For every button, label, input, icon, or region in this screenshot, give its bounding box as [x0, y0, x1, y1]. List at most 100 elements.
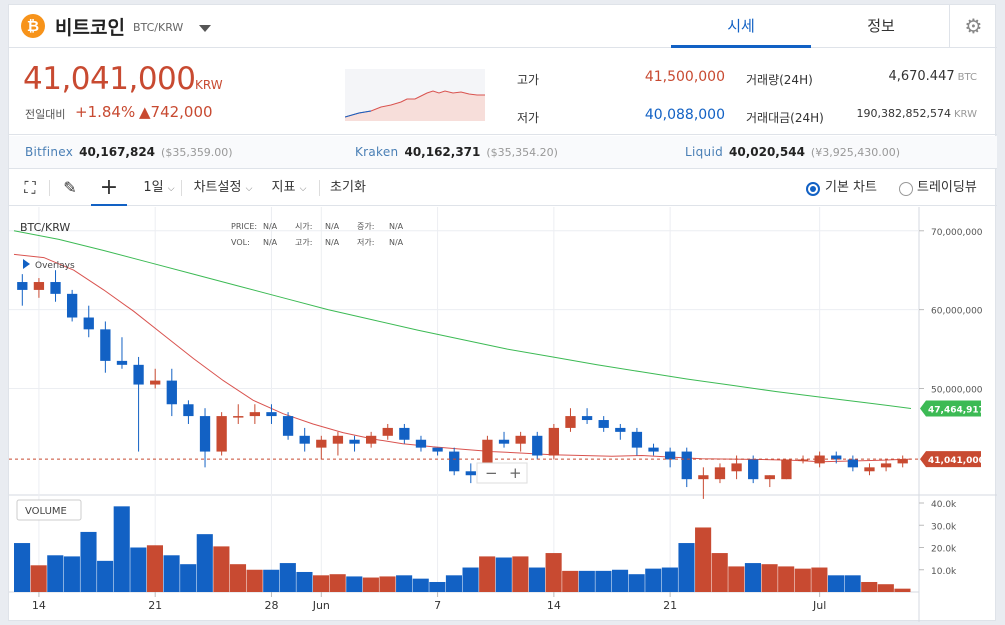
volume-label-box	[16, 499, 82, 521]
volume-bar	[196, 534, 213, 592]
chevron-down-icon[interactable]	[199, 25, 211, 32]
zoom-out-button[interactable]: −	[485, 464, 498, 482]
candle-body	[498, 439, 510, 444]
candle-body	[432, 447, 443, 452]
candle-body	[797, 459, 809, 461]
volume-bar	[794, 568, 811, 592]
volume-bar	[113, 506, 130, 592]
candle-body	[50, 282, 61, 294]
candle-body	[183, 404, 194, 417]
candle-body	[631, 431, 643, 448]
candlestick-chart[interactable]: 70,000,000 60,000,000 50,000,000 40.0k 30.0…	[9, 207, 997, 622]
coin-pair[interactable]: BTC/KRW	[133, 21, 184, 34]
candle-body	[382, 427, 393, 436]
volume-bar	[445, 575, 462, 592]
candle-body	[233, 416, 244, 418]
basic-chart-label[interactable]: 기본 차트	[825, 180, 877, 195]
volume-tick-label: 20.0k	[931, 545, 957, 555]
volume-bar	[711, 553, 728, 592]
candle-body	[581, 416, 593, 421]
price-summary: 41,041,000 KRW 전일대비 +1.84% ▲742,000 고가 4…	[9, 49, 997, 135]
ma-long-line	[13, 230, 912, 409]
volume-bar	[412, 578, 429, 592]
volume-bar	[877, 584, 894, 592]
volume-tick-label: 10.0k	[931, 567, 957, 577]
moving-averages	[13, 230, 912, 463]
time-tick-label: Jun	[312, 599, 330, 612]
tradingview-radio[interactable]	[899, 182, 913, 196]
basic-chart-radio[interactable]	[806, 182, 820, 196]
candle-body	[548, 427, 560, 456]
exchange-liquid: Liquid 40,020,544 (¥3,925,430.00)	[685, 145, 900, 159]
volume-bar	[528, 567, 546, 592]
interval-select[interactable]: 1일 ⌵	[143, 180, 175, 195]
chart-settings-menu[interactable]: 차트설정 ⌵	[193, 180, 253, 195]
toolbar-divider	[319, 180, 320, 196]
candle-body	[897, 459, 908, 464]
tab-quote[interactable]: 시세	[671, 5, 811, 48]
candle-body	[33, 282, 45, 290]
header: ₿ 비트코인 BTC/KRW 시세 정보 ⚙	[9, 5, 997, 48]
low-label: 저가	[517, 111, 540, 125]
candle-body	[166, 380, 177, 405]
info-price-label: PRICE:	[231, 222, 257, 231]
candle-body	[316, 439, 327, 448]
info-price-value: N/A	[263, 222, 278, 231]
fullscreen-icon[interactable]: ⛶	[24, 178, 36, 197]
time-tick-label: 7	[434, 599, 441, 612]
current-price: 41,041,000	[23, 61, 196, 97]
volume-bar	[180, 564, 197, 592]
volume-bar	[80, 531, 97, 592]
value-label: 거래대금(24H)	[746, 111, 824, 125]
crosshair-icon[interactable]: +	[91, 170, 127, 206]
overlays-label[interactable]: Overlays	[35, 261, 75, 271]
price-unit: KRW	[195, 78, 223, 92]
exchange-prices: Bitfinex 40,167,824 ($35,359.00) Kraken 40,…	[9, 136, 997, 169]
candle-body	[731, 463, 742, 472]
candle-body	[880, 463, 892, 468]
tradingview-label[interactable]: 트레이딩뷰	[917, 180, 977, 195]
volume-value: 4,670.447 BTC	[888, 69, 977, 84]
candle-body	[83, 317, 94, 330]
candle-body	[781, 459, 792, 480]
candle-body	[282, 416, 294, 436]
high-label: 고가	[517, 73, 540, 87]
volume-bar	[362, 577, 379, 592]
time-tick-label: 14	[32, 599, 46, 612]
coin-name[interactable]: 비트코인	[55, 17, 125, 39]
volume-bar	[479, 556, 496, 592]
volume-bar	[744, 563, 761, 592]
candle-body	[764, 475, 775, 480]
volume-bar	[213, 546, 230, 592]
price-tick-label: 60,000,000	[931, 307, 983, 317]
price-tick-label: 70,000,000	[931, 228, 983, 238]
price-axis: 70,000,000 60,000,000 50,000,000	[919, 228, 983, 395]
candle-body	[532, 435, 543, 456]
volume-bar	[628, 574, 645, 592]
volume-tick-label: 40.0k	[931, 500, 957, 510]
zoom-in-button[interactable]: +	[509, 464, 522, 482]
time-tick-label: 21	[663, 599, 677, 612]
pencil-icon[interactable]: ✎	[63, 178, 77, 197]
candle-body	[465, 471, 476, 476]
indicators-menu[interactable]: 지표 ⌵	[271, 180, 307, 195]
ma-long-tag	[920, 400, 981, 417]
volume-bar	[379, 576, 396, 592]
gear-icon[interactable]: ⚙	[949, 5, 997, 48]
time-tick-label: Jul	[812, 599, 826, 612]
volume-bar	[462, 567, 479, 592]
candle-body	[864, 467, 875, 472]
candle-body	[332, 435, 344, 444]
volume-bar	[894, 588, 911, 592]
low-value: 40,088,000	[644, 107, 725, 123]
chart-toolbar: ⛶ ✎ + 1일 ⌵ 차트설정 ⌵ 지표 ⌵ 초기화 기본 차트 트레이딩뷰	[9, 170, 997, 206]
price-tick-label: 50,000,000	[931, 385, 983, 395]
time-axis: 14 21 28 Jun 7 14 21 Jul	[32, 592, 826, 612]
volume-bar	[30, 565, 47, 592]
volume-bar	[861, 581, 878, 592]
reset-button[interactable]: 초기화	[330, 180, 366, 195]
overlays-toggle-icon[interactable]	[23, 259, 30, 269]
volume-bar	[827, 575, 845, 592]
chart-area[interactable]: 70,000,000 60,000,000 50,000,000 40.0k 30.0…	[9, 207, 997, 622]
tab-info[interactable]: 정보	[867, 17, 895, 35]
